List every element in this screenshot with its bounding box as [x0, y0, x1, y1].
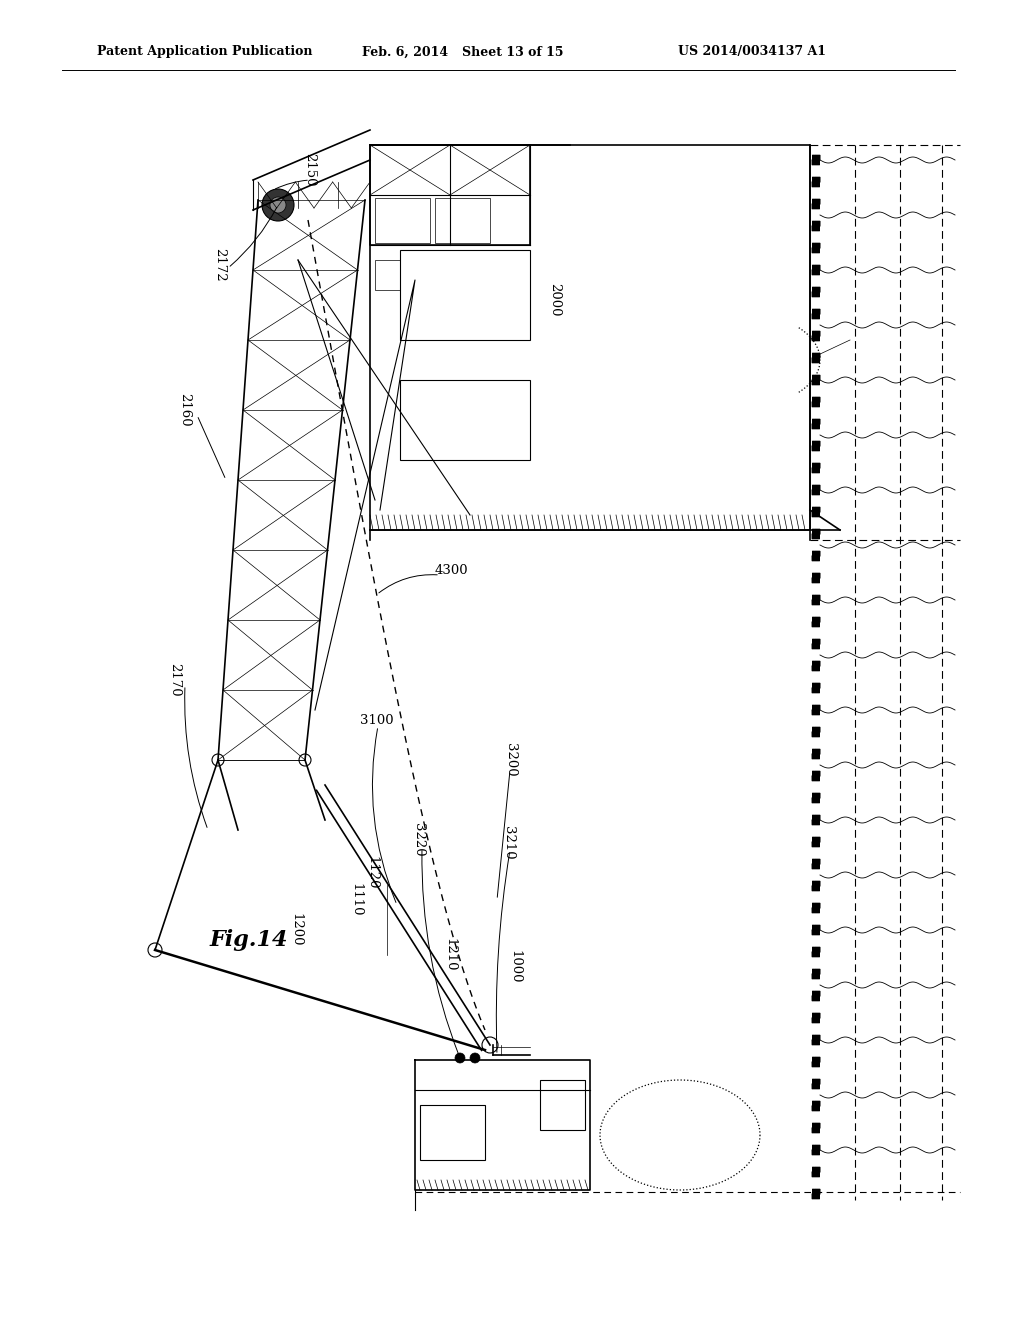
Text: Feb. 6, 2014: Feb. 6, 2014 [362, 45, 449, 58]
Circle shape [212, 754, 224, 766]
Bar [420, 1105, 485, 1160]
Text: 1120: 1120 [366, 857, 379, 890]
Bar [400, 249, 530, 341]
Circle shape [270, 197, 286, 213]
Text: 2172: 2172 [213, 248, 226, 281]
Text: 3210: 3210 [502, 826, 514, 859]
Circle shape [148, 942, 162, 957]
Bar [375, 260, 415, 290]
Circle shape [455, 1053, 465, 1063]
Text: 1200: 1200 [290, 913, 302, 946]
Bar [435, 198, 490, 243]
Bar [400, 380, 530, 459]
Text: Fig.14: Fig.14 [210, 929, 289, 950]
Text: Patent Application Publication: Patent Application Publication [97, 45, 312, 58]
Bar [420, 265, 450, 290]
Text: 2000: 2000 [549, 284, 561, 317]
Text: 2150: 2150 [303, 153, 316, 186]
Bar [540, 1080, 585, 1130]
Circle shape [470, 1053, 480, 1063]
Text: 3200: 3200 [504, 743, 516, 776]
Text: 1210: 1210 [443, 939, 457, 972]
Circle shape [299, 754, 311, 766]
Bar [375, 198, 430, 243]
Text: 1000: 1000 [509, 950, 521, 983]
Circle shape [482, 1038, 498, 1053]
Text: 3220: 3220 [412, 824, 425, 857]
Text: Sheet 13 of 15: Sheet 13 of 15 [462, 45, 563, 58]
Text: 4300: 4300 [435, 564, 469, 577]
Circle shape [262, 189, 294, 220]
Text: 2170: 2170 [169, 663, 181, 697]
Text: 3100: 3100 [360, 714, 393, 726]
Text: 1110: 1110 [349, 883, 362, 917]
Text: US 2014/0034137 A1: US 2014/0034137 A1 [678, 45, 826, 58]
Text: 2160: 2160 [178, 393, 191, 426]
